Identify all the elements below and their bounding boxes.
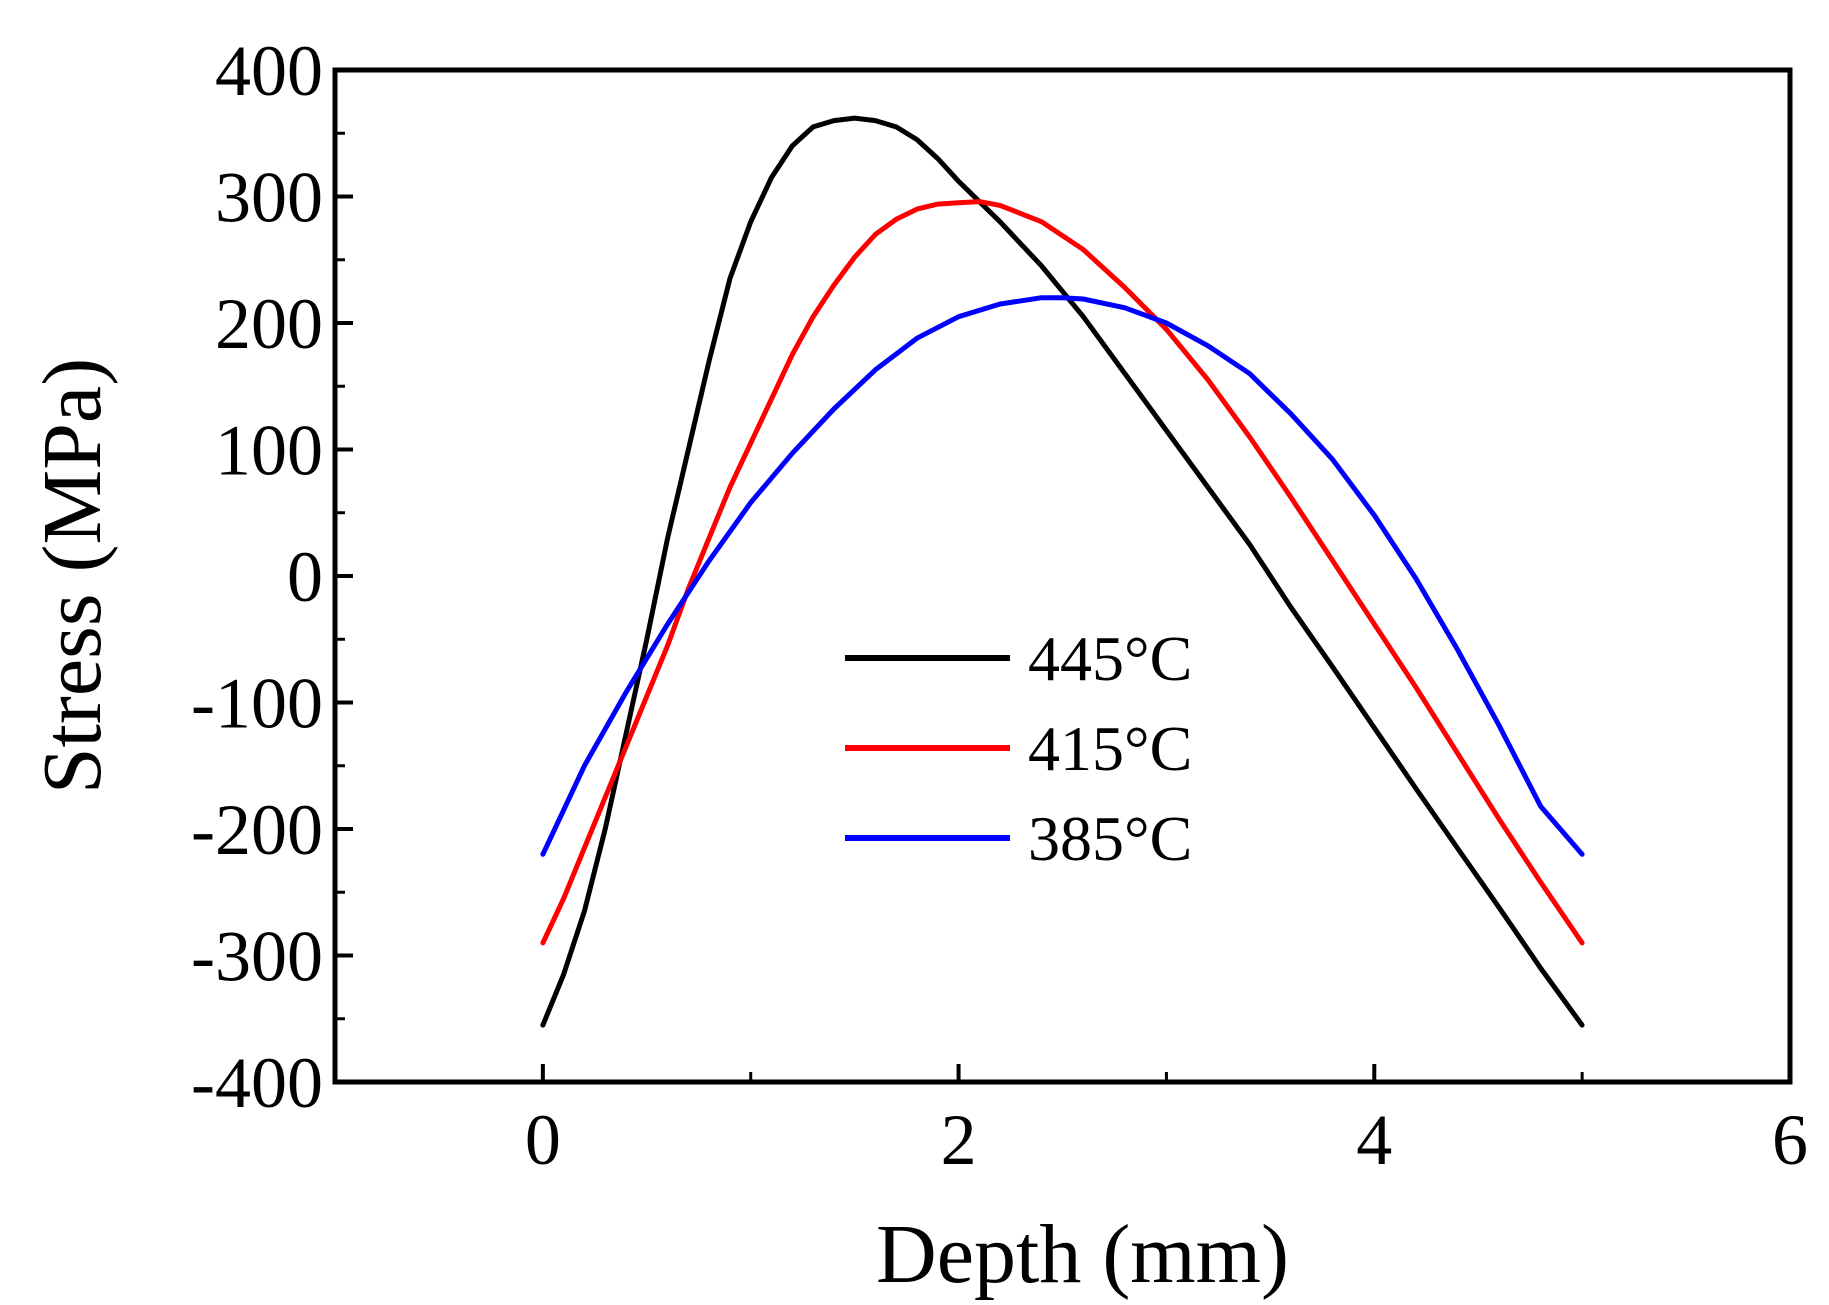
y-tick-label: -300 (191, 917, 323, 997)
series-layer (540, 115, 1585, 1028)
series-line-2 (540, 199, 1585, 946)
x-tick-label: 4 (1356, 1100, 1392, 1180)
y-tick-label: 0 (287, 537, 323, 617)
legend-label-1: 445°C (1028, 623, 1192, 694)
y-tick-label: 400 (215, 31, 323, 111)
axes-layer: -400 -300 -200 -100 0 100 200 300 400 0 2 4 6 (191, 31, 1808, 1180)
legend-label-2: 415°C (1028, 713, 1192, 784)
y-tick-label: 100 (215, 411, 323, 491)
x-tick-label: 2 (941, 1100, 977, 1180)
series-line-3 (540, 295, 1585, 857)
y-tick-label: -200 (191, 790, 323, 870)
x-tick-label: 0 (525, 1100, 561, 1180)
y-tick-label: -400 (191, 1043, 323, 1123)
x-tick-label: 6 (1772, 1100, 1808, 1180)
y-tick-label: -100 (191, 664, 323, 744)
y-tick-label: 300 (215, 158, 323, 238)
legend: 445°C 415°C 385°C (845, 623, 1192, 874)
series-line-1 (540, 115, 1585, 1028)
legend-label-3: 385°C (1028, 803, 1192, 874)
x-axis-title: Depth (mm) (876, 1208, 1289, 1301)
y-axis-title: Stress (MPa) (26, 358, 119, 794)
y-tick-label: 200 (215, 284, 323, 364)
